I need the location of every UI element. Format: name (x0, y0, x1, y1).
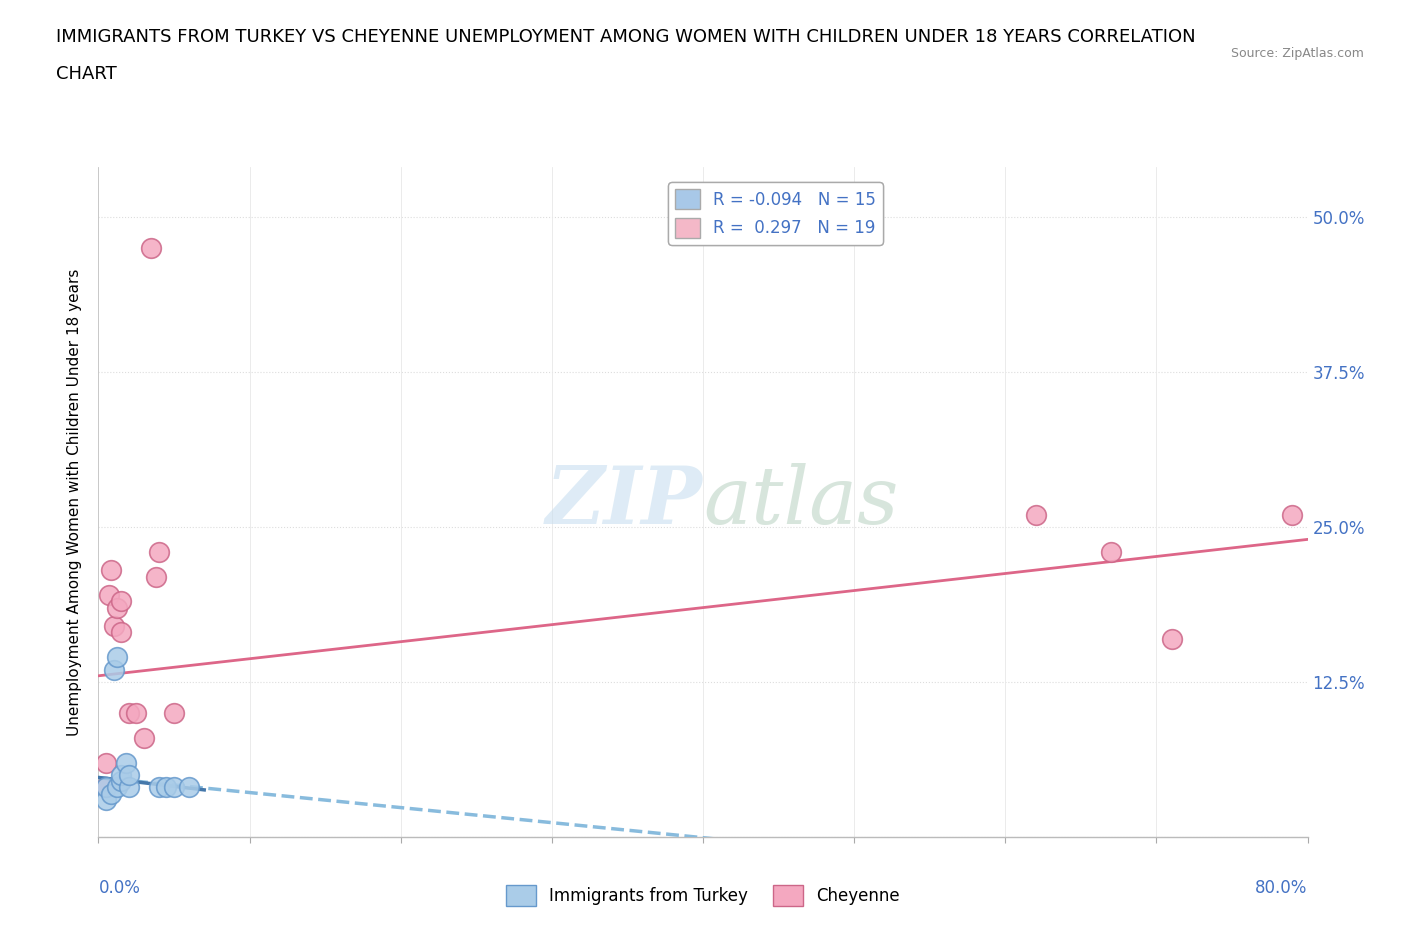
Point (110, 767, 132, 782)
Point (94, 792, 117, 807)
Point (110, 625, 132, 640)
Point (155, 780, 177, 795)
Point (1281, 507, 1303, 522)
Legend: Immigrants from Turkey, Cheyenne: Immigrants from Turkey, Cheyenne (499, 879, 907, 912)
Point (105, 600, 128, 615)
Text: Source: ZipAtlas.com: Source: ZipAtlas.com (1230, 46, 1364, 60)
Point (105, 650, 128, 665)
Point (125, 706, 148, 721)
Text: CHART: CHART (56, 65, 117, 83)
Point (100, 563, 122, 578)
Point (1024, 507, 1046, 522)
Text: atlas: atlas (703, 463, 898, 541)
Y-axis label: Unemployment Among Women with Children Under 18 years: Unemployment Among Women with Children U… (67, 269, 83, 736)
Point (179, 780, 201, 795)
Point (103, 662, 125, 677)
Point (141, 241, 163, 256)
Point (100, 786, 122, 801)
Point (94, 780, 117, 795)
Point (163, 706, 186, 721)
Point (148, 544, 170, 559)
Text: IMMIGRANTS FROM TURKEY VS CHEYENNE UNEMPLOYMENT AMONG WOMEN WITH CHILDREN UNDER : IMMIGRANTS FROM TURKEY VS CHEYENNE UNEMP… (56, 28, 1197, 46)
Point (118, 706, 141, 721)
Point (1160, 631, 1182, 646)
Point (98, 588, 121, 603)
Point (163, 780, 186, 795)
Point (1099, 544, 1122, 559)
Point (132, 730, 155, 745)
Point (105, 780, 128, 795)
Point (94, 780, 117, 795)
Point (94, 755, 117, 770)
Point (103, 618, 125, 633)
Point (145, 569, 167, 584)
Point (110, 774, 132, 789)
Point (118, 780, 141, 795)
Text: 0.0%: 0.0% (98, 879, 141, 897)
Point (110, 594, 132, 609)
Text: 80.0%: 80.0% (1256, 879, 1308, 897)
Text: ZIP: ZIP (546, 463, 703, 541)
Point (118, 767, 141, 782)
Point (114, 755, 136, 770)
Point (148, 780, 170, 795)
Legend: R = -0.094   N = 15, R =  0.297   N = 19: R = -0.094 N = 15, R = 0.297 N = 19 (668, 182, 883, 245)
